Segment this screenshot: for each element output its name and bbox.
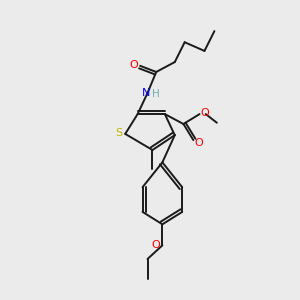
Text: O: O xyxy=(200,108,209,118)
Text: O: O xyxy=(130,59,138,70)
Text: O: O xyxy=(152,240,161,250)
Text: H: H xyxy=(152,89,160,99)
Text: O: O xyxy=(194,138,203,148)
Text: S: S xyxy=(116,128,123,138)
Text: N: N xyxy=(142,88,151,98)
